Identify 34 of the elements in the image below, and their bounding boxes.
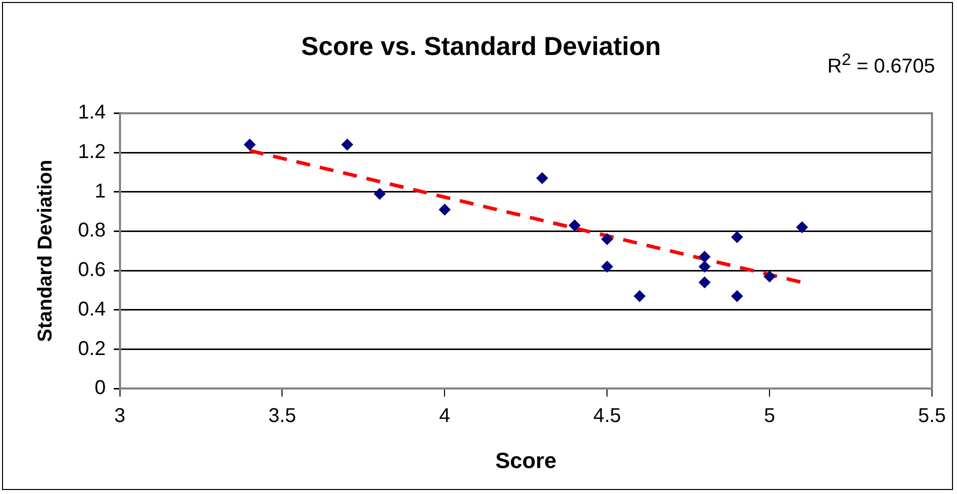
point — [438, 204, 451, 216]
y-tick-label: 0.6 — [78, 259, 106, 282]
point — [244, 138, 256, 151]
y-tick-label: 1.4 — [78, 102, 106, 124]
x-tick-label: 3.5 — [268, 405, 296, 428]
y-tick-label: 0.2 — [78, 338, 106, 360]
point — [731, 231, 744, 244]
y-axis-title: Standard Deviation — [34, 160, 57, 342]
point — [731, 290, 744, 302]
x-tick-label: 4 — [439, 405, 450, 428]
point — [568, 219, 581, 232]
x-tick-label: 3 — [114, 405, 126, 428]
y-tick-label: 0.4 — [78, 298, 106, 320]
x-tick-label: 4.5 — [593, 405, 622, 428]
point — [698, 260, 711, 273]
point — [698, 250, 711, 263]
point — [374, 188, 386, 200]
point — [341, 138, 354, 151]
chart-title: Score vs. Standard Deviation — [301, 30, 661, 61]
point — [601, 260, 614, 273]
point — [698, 276, 711, 288]
y-tick-label: 1.2 — [78, 141, 106, 164]
point — [634, 290, 646, 302]
point — [601, 233, 614, 246]
x-axis-title: Score — [495, 448, 556, 473]
y-tick-label: 1 — [94, 180, 106, 202]
point — [764, 270, 776, 282]
y-tick-label: 0 — [94, 377, 106, 400]
x-tick-label: 5.5 — [918, 405, 946, 428]
x-tick-label: 5 — [764, 405, 776, 428]
point — [796, 221, 808, 234]
point — [536, 172, 548, 184]
text: R$^{2}$ = 0.6705 — [827, 50, 935, 79]
y-tick-label: 0.8 — [78, 220, 106, 242]
